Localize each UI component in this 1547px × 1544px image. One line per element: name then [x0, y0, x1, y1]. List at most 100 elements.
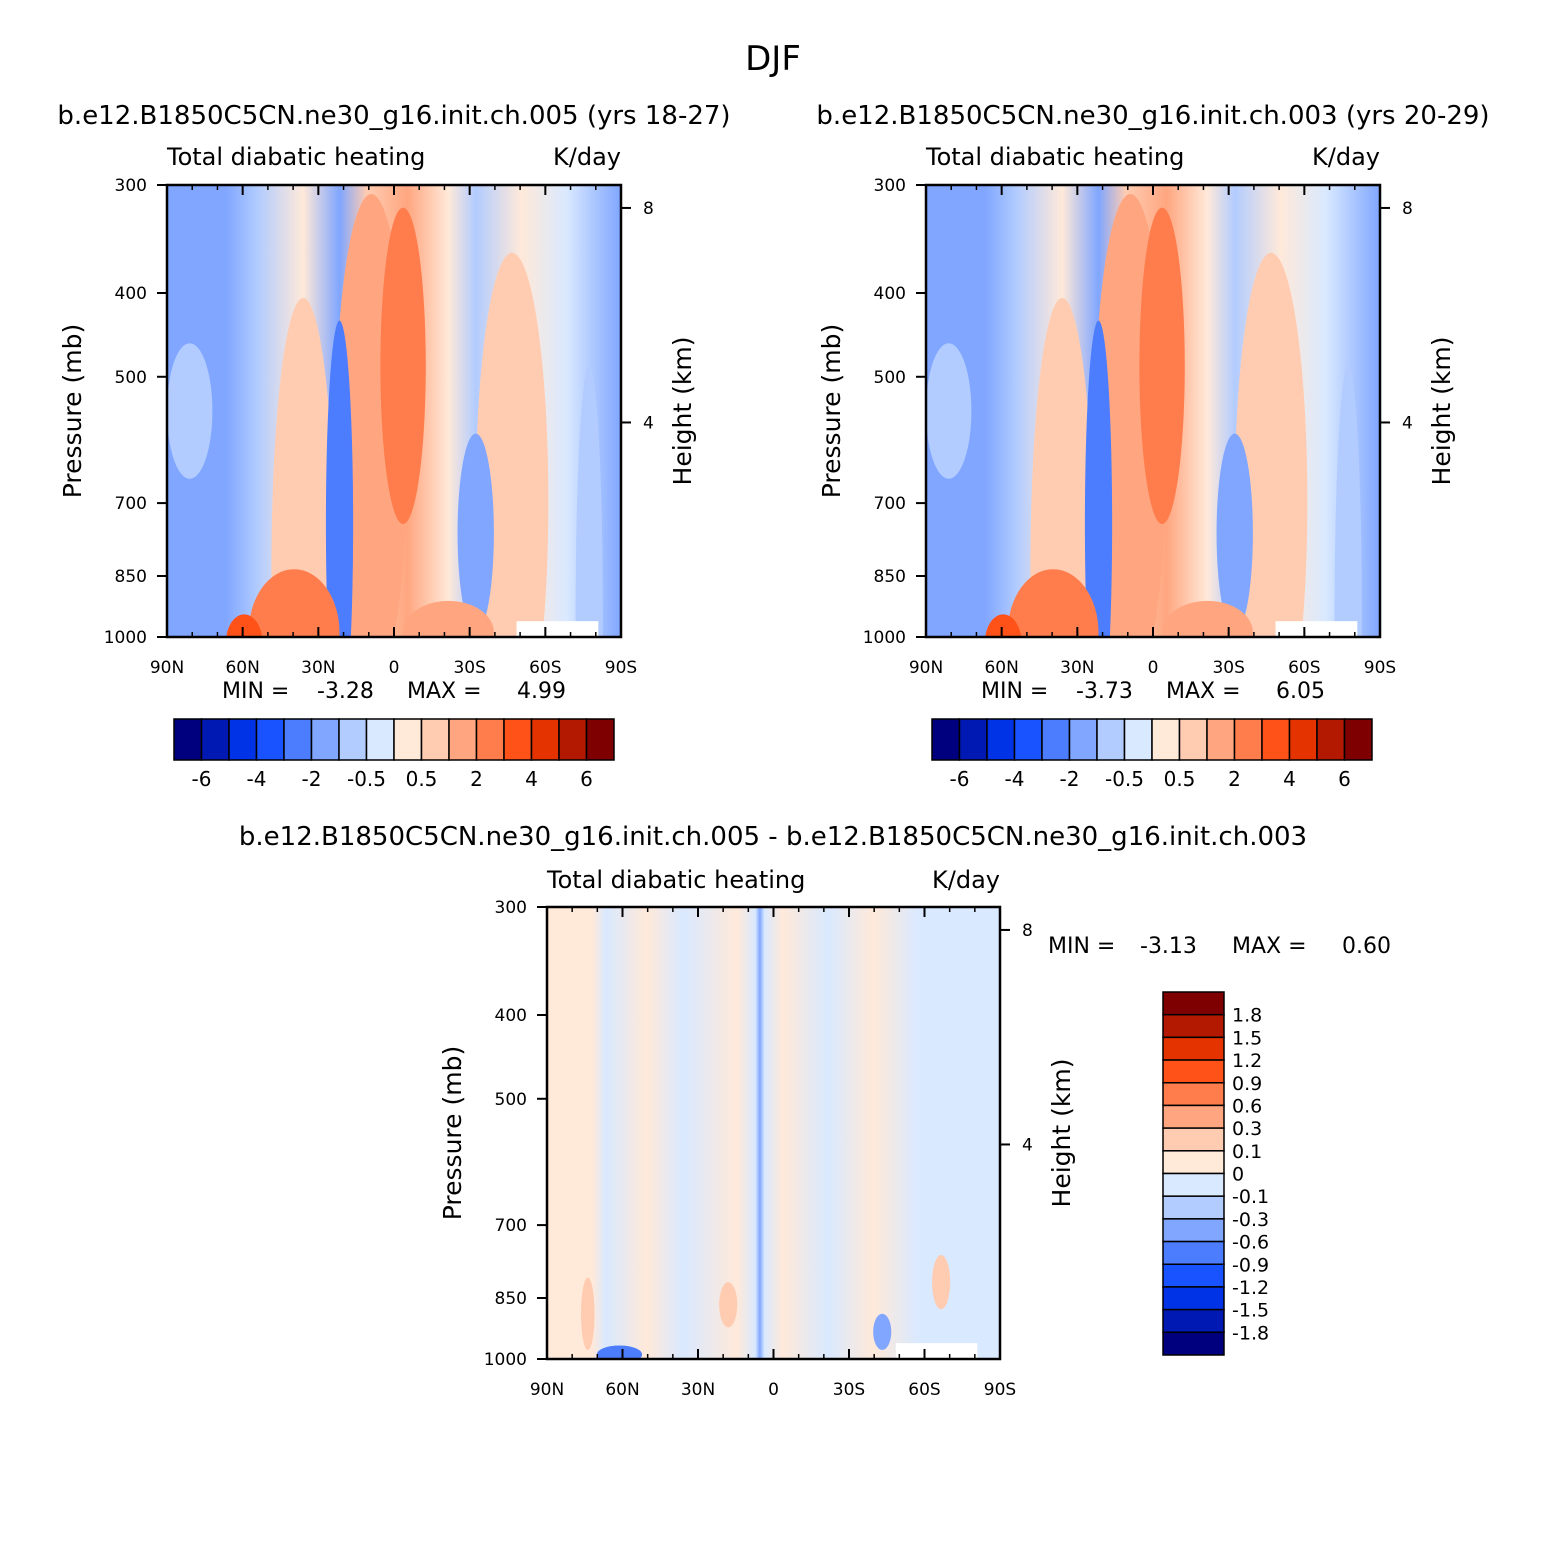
colorbar-box — [1013, 718, 1043, 761]
colorbar-box — [1162, 991, 1225, 1016]
x-tick-label: 30S — [1212, 658, 1244, 678]
colorbar-box — [1162, 1013, 1225, 1039]
x-tick-label: 30S — [833, 1380, 865, 1400]
y-tick-label: 400 — [495, 1006, 527, 1026]
x-tick-label: 90N — [530, 1380, 564, 1400]
y-right-axis-label: Height (km) — [1427, 337, 1456, 486]
colorbar-box — [585, 718, 615, 761]
colorbar-box — [1162, 1218, 1225, 1243]
chart-panel-1: b.e12.B1850C5CN.ne30_g16.init.ch.005 (yr… — [57, 101, 730, 791]
x-tick-label: 30N — [681, 1380, 715, 1400]
colorbar-box — [503, 718, 533, 761]
colorbar-box — [1233, 718, 1263, 761]
colorbar-label: -0.1 — [1232, 1186, 1269, 1208]
y-tick-label: 1000 — [104, 628, 147, 648]
field-contour-6 — [1007, 569, 1099, 637]
colorbar-label: -4 — [247, 767, 267, 791]
colorbar-box — [1162, 1036, 1225, 1061]
colorbar-box — [1162, 1331, 1225, 1356]
x-tick-label: 0 — [389, 658, 400, 678]
y-right-tick-label: 8 — [643, 199, 654, 219]
colorbar-label: -0.5 — [347, 767, 386, 791]
colorbar-box — [530, 718, 560, 761]
field-contour-4 — [1234, 252, 1308, 637]
colorbar-label: -0.5 — [1105, 767, 1144, 791]
x-tick-label: 30S — [453, 658, 485, 678]
x-tick-label: 0 — [1148, 658, 1159, 678]
field-contour-6 — [248, 569, 340, 637]
colorbar: 1.81.51.20.90.60.30.10-0.1-0.3-0.6-0.9-1… — [1162, 991, 1269, 1356]
colorbar-box — [1288, 718, 1318, 761]
colorbar-box — [1162, 1263, 1225, 1288]
min-label: MIN = — [1048, 934, 1115, 959]
missing-data-patch — [516, 621, 599, 637]
x-tick-label: 60S — [529, 658, 561, 678]
colorbar: -6 -4 -2 -0.5 0.5 2 4 6 — [173, 718, 615, 791]
y-tick-label: 850 — [874, 567, 906, 587]
colorbar-box — [475, 718, 505, 761]
colorbar-label: 0.1 — [1232, 1141, 1262, 1163]
colorbar-box — [1162, 1172, 1225, 1197]
colorbar-box — [283, 718, 313, 761]
colorbar-label: -0.3 — [1232, 1209, 1269, 1231]
colorbar-label: -1.2 — [1232, 1277, 1269, 1299]
colorbar-box — [931, 718, 961, 761]
max-value: 6.05 — [1276, 679, 1325, 704]
colorbar-box — [1162, 1195, 1225, 1220]
x-tick-label: 30N — [301, 658, 335, 678]
field-contour-9 — [575, 365, 603, 637]
field-contour-3 — [596, 1345, 643, 1359]
colorbar-box — [255, 718, 285, 761]
colorbar-box — [1162, 1082, 1225, 1107]
field-contour-10 — [926, 343, 972, 479]
y-axis-label: Pressure (mb) — [438, 1046, 467, 1220]
colorbar-label: 6 — [580, 767, 593, 791]
colorbar-label: -1.8 — [1232, 1322, 1269, 1344]
colorbar-label: 4 — [525, 767, 538, 791]
chart-panel-2: b.e12.B1850C5CN.ne30_g16.init.ch.003 (yr… — [816, 101, 1489, 791]
colorbar-box — [958, 718, 988, 761]
y-axis-label: Pressure (mb) — [817, 324, 846, 498]
y-tick-label: 500 — [874, 368, 906, 388]
chart-title: b.e12.B1850C5CN.ne30_g16.init.ch.005 (yr… — [57, 101, 730, 131]
min-label: MIN = — [981, 679, 1048, 704]
colorbar-box — [1316, 718, 1346, 761]
max-label: MAX = — [1232, 934, 1307, 959]
heatmap-field — [167, 185, 621, 637]
y-tick-label: 850 — [495, 1289, 527, 1309]
colorbar-label: -4 — [1005, 767, 1025, 791]
field-contour-7 — [226, 614, 263, 637]
field-contour-8 — [1162, 600, 1253, 637]
field-contour-2 — [271, 298, 335, 637]
chart-units: K/day — [553, 143, 621, 171]
colorbar-box — [1162, 1240, 1225, 1265]
colorbar-box — [1261, 718, 1291, 761]
y-right-tick-label: 8 — [1022, 921, 1033, 941]
field-contour-4 — [873, 1313, 892, 1350]
y-tick-label: 400 — [874, 284, 906, 304]
max-value: 4.99 — [517, 679, 566, 704]
colorbar-box — [1151, 718, 1181, 761]
colorbar-box — [420, 718, 450, 761]
field-contour-1 — [380, 207, 426, 525]
field-contour-9 — [1334, 365, 1362, 637]
colorbar-box — [1041, 718, 1071, 761]
chart-panel-3: b.e12.B1850C5CN.ne30_g16.init.ch.005 - b… — [239, 822, 1391, 1400]
field-contour-0 — [580, 1277, 595, 1350]
field-contour-2 — [932, 1255, 951, 1310]
y-tick-label: 700 — [874, 494, 906, 514]
min-value: -3.28 — [317, 679, 374, 704]
x-tick-label: 90S — [984, 1380, 1016, 1400]
y-tick-label: 850 — [115, 567, 147, 587]
colorbar-label: -0.9 — [1232, 1254, 1269, 1276]
colorbar-box — [310, 718, 340, 761]
colorbar-box — [1096, 718, 1126, 761]
chart-subtitle-left: Total diabatic heating — [166, 143, 425, 171]
min-value: -3.13 — [1140, 934, 1197, 959]
field-contour-1 — [1139, 207, 1185, 525]
colorbar-box — [1162, 1286, 1225, 1311]
field-contour-3 — [1084, 320, 1113, 637]
colorbar-label: 0.6 — [1232, 1095, 1262, 1117]
x-tick-label: 0 — [768, 1380, 779, 1400]
